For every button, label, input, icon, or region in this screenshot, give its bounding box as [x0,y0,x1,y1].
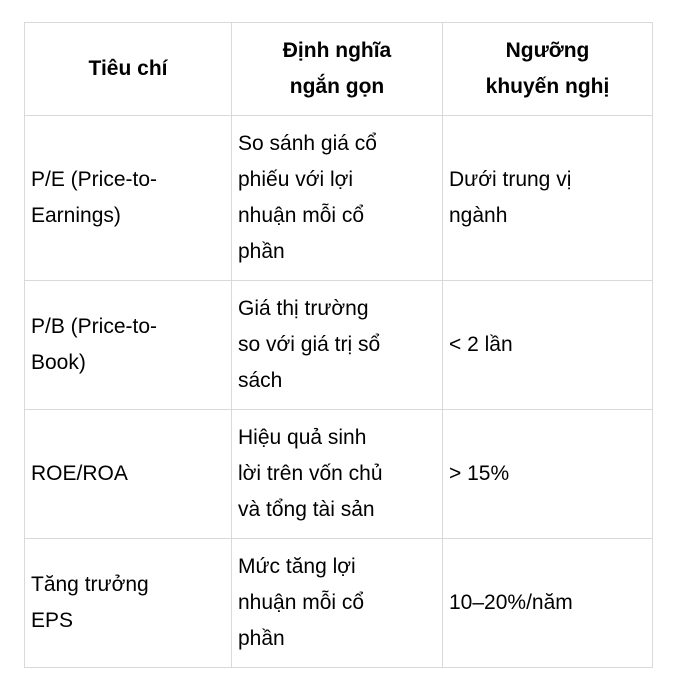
cell-definition: So sánh giá cổ phiếu với lợi nhuận mỗi c… [231,115,443,281]
table-row-roe-roa: ROE/ROA Hiệu quả sinh lời trên vốn chủ v… [24,409,653,539]
header-row: Tiêu chí Định nghĩa ngắn gọn Ngưỡng khuy… [24,22,653,116]
header-threshold: Ngưỡng khuyến nghị [442,22,653,116]
cell-threshold: 10–20%/năm [442,538,653,668]
cell-criterion: P/E (Price-to- Earnings) [24,115,232,281]
table-row-pe: P/E (Price-to- Earnings) So sánh giá cổ … [24,115,653,281]
cell-definition: Giá thị trường so với giá trị sổ sách [231,280,443,410]
cell-threshold: Dưới trung vị ngành [442,115,653,281]
table-row-eps-growth: Tăng trưởng EPS Mức tăng lợi nhuận mỗi c… [24,538,653,668]
cell-criterion: Tăng trưởng EPS [24,538,232,668]
cell-threshold: < 2 lần [442,280,653,410]
header-definition: Định nghĩa ngắn gọn [231,22,443,116]
header-criterion: Tiêu chí [24,22,232,116]
cell-criterion: P/B (Price-to- Book) [24,280,232,410]
cell-definition: Mức tăng lợi nhuận mỗi cổ phần [231,538,443,668]
cell-threshold: > 15% [442,409,653,539]
cell-definition: Hiệu quả sinh lời trên vốn chủ và tổng t… [231,409,443,539]
table-row-pb: P/B (Price-to- Book) Giá thị trường so v… [24,280,653,410]
cell-criterion: ROE/ROA [24,409,232,539]
criteria-table: Tiêu chí Định nghĩa ngắn gọn Ngưỡng khuy… [24,22,653,668]
criteria-table-container: Tiêu chí Định nghĩa ngắn gọn Ngưỡng khuy… [24,22,653,668]
